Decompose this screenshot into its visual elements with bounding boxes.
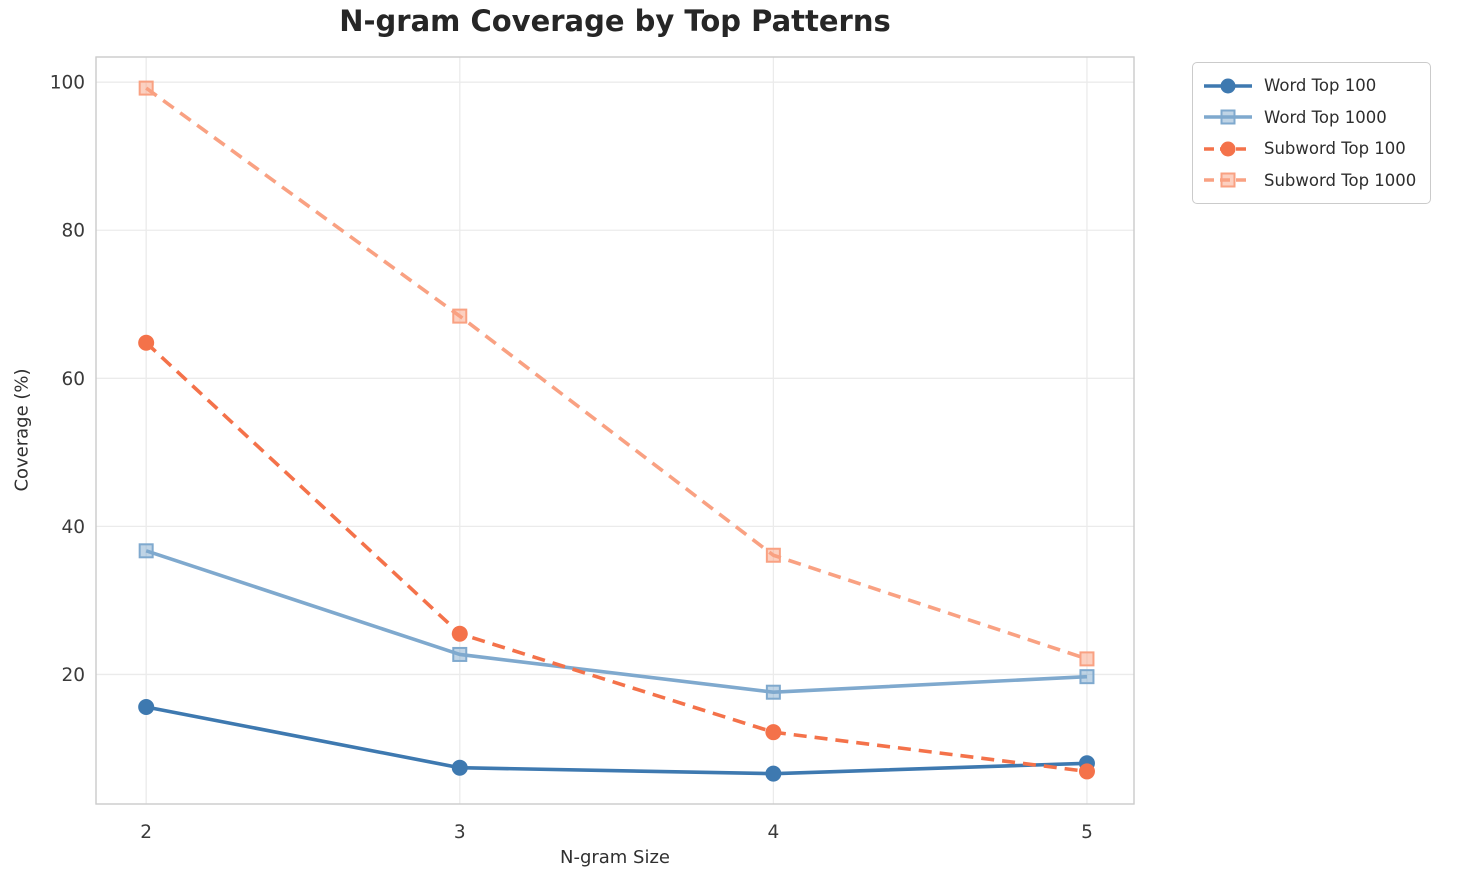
- legend-label: Word Top 100: [1264, 76, 1377, 96]
- legend: Word Top 100 Word Top 1000 Subword Top 100…: [1192, 62, 1432, 204]
- plot-border: [95, 56, 1135, 805]
- legend-line-square-marker-icon: [1204, 172, 1252, 188]
- legend-sample-marker: [1220, 109, 1236, 125]
- marker-subword-top-100-x3: [451, 625, 468, 642]
- marker-word-top-1000-x5: [1079, 669, 1095, 685]
- x-tick-label-3: 3: [454, 822, 466, 843]
- marker-subword-top-100-x2: [138, 334, 155, 351]
- marker-word-top-100-x4: [765, 765, 782, 782]
- series-line-word-top-1000: [145, 549, 1088, 695]
- x-tick-label-2: 2: [140, 822, 152, 843]
- marker-subword-top-1000-x3: [452, 308, 468, 324]
- marker-word-top-100-x2: [138, 699, 155, 716]
- y-tick-label-100: 100: [50, 73, 85, 94]
- marker-word-top-1000-x2: [138, 543, 154, 559]
- series-line-subword-top-1000: [145, 86, 1088, 661]
- legend-sample-marker: [1220, 172, 1236, 188]
- legend-label: Subword Top 100: [1264, 139, 1406, 159]
- marker-subword-top-100-x4: [765, 724, 782, 741]
- legend-sample-marker: [1220, 141, 1236, 157]
- legend-line-square-marker-icon: [1204, 109, 1252, 125]
- x-tick-label-5: 5: [1081, 822, 1093, 843]
- plot-background: [96, 57, 1134, 804]
- y-tick-label-40: 40: [61, 517, 85, 538]
- legend-line-circle-marker-icon: [1204, 78, 1252, 94]
- legend-line-circle-marker-icon: [1204, 141, 1252, 157]
- legend-item-word-top-1000: Word Top 1000: [1202, 102, 1416, 134]
- series-line-word-top-100: [145, 705, 1088, 776]
- legend-item-subword-top-100: Subword Top 100: [1202, 133, 1416, 165]
- y-axis-label: Coverage (%): [11, 368, 33, 492]
- series-line-subword-top-100: [144, 341, 1088, 774]
- y-tick-label-60: 60: [61, 369, 85, 390]
- y-tick-label-80: 80: [61, 221, 85, 242]
- marker-word-top-100-x3: [451, 759, 468, 776]
- legend-sample-marker: [1220, 78, 1236, 94]
- marker-word-top-1000-x4: [765, 684, 781, 700]
- legend-item-subword-top-1000: Subword Top 1000: [1202, 165, 1416, 197]
- x-tick-label-4: 4: [767, 822, 779, 843]
- marker-word-top-1000-x3: [452, 646, 468, 662]
- y-tick-label-20: 20: [61, 665, 85, 686]
- legend-label: Word Top 1000: [1264, 107, 1387, 127]
- marker-subword-top-1000-x5: [1079, 651, 1095, 667]
- legend-item-word-top-100: Word Top 100: [1202, 70, 1416, 102]
- marker-subword-top-1000-x2: [138, 80, 154, 96]
- legend-label: Subword Top 1000: [1264, 170, 1417, 190]
- x-axis-label: N-gram Size: [559, 847, 671, 868]
- marker-subword-top-1000-x4: [765, 547, 781, 563]
- marker-subword-top-100-x5: [1078, 763, 1095, 780]
- chart-title: N-gram Coverage by Top Patterns: [339, 4, 891, 38]
